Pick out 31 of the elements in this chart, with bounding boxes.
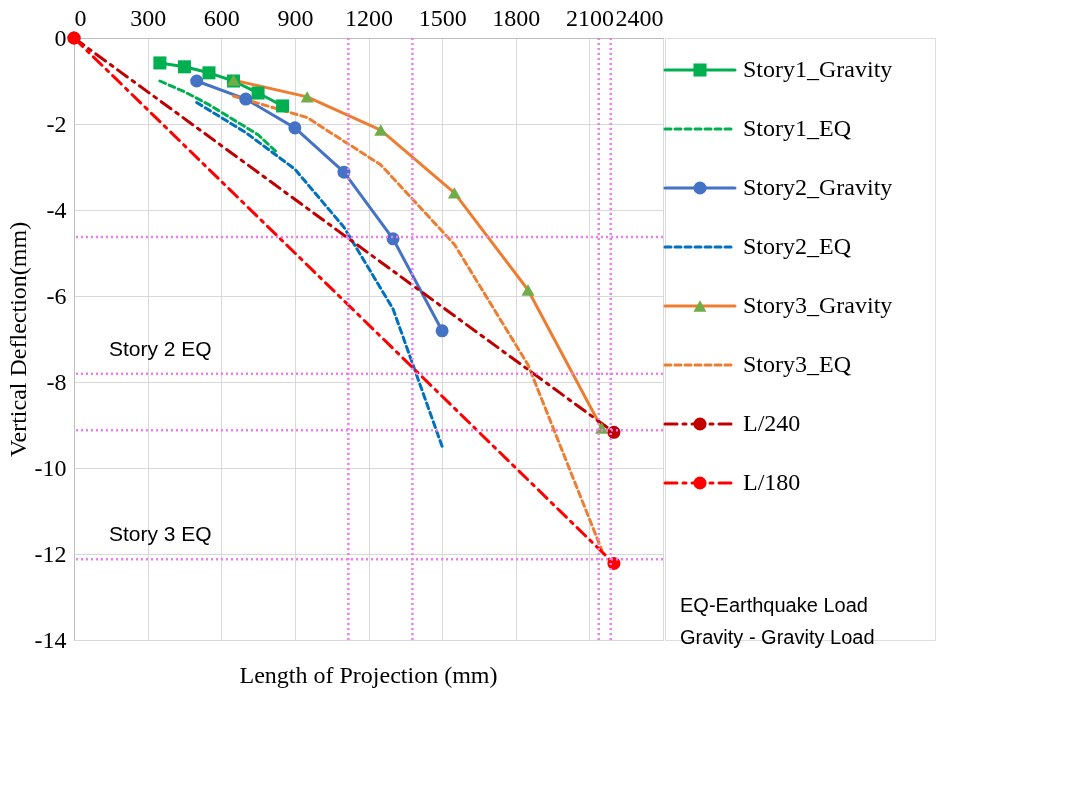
legend-label: Story2_Gravity [743, 174, 893, 200]
text: EQ-Earthquake Load [680, 594, 868, 616]
legend-label: Story1_Gravity [743, 56, 893, 82]
x-axis-title: Length of Projection (mm) [239, 662, 498, 688]
x-tick-label: 0 [74, 4, 87, 31]
ref-line-label: Story 2 EQ [109, 336, 212, 360]
legend-label: Story3_Gravity [743, 292, 893, 318]
x-tick-label: 2100 [565, 4, 614, 31]
y-tick-label: -6 [46, 282, 67, 309]
y-axis-title: Vertical Deflection(mm) [4, 221, 31, 458]
y-tick-label: -4 [46, 196, 67, 223]
ref-line-label: Story 3 EQ [109, 522, 212, 546]
legend-label: Story1_EQ [743, 115, 851, 141]
y-tick-label: -12 [34, 540, 67, 567]
y-tick-label: 0 [54, 24, 67, 51]
x-tick-label: 900 [277, 4, 314, 31]
y-tick-label: -10 [34, 454, 67, 481]
x-tick-label: 600 [203, 4, 240, 31]
y-tick-label: -8 [46, 368, 67, 395]
x-tick-label: 300 [130, 4, 167, 31]
y-tick-label: -14 [34, 626, 67, 653]
x-tick-label: 1500 [418, 4, 467, 31]
legend-label: L/180 [743, 469, 801, 495]
x-tick-label: 1200 [345, 4, 393, 31]
x-tick-label: 2400 [615, 4, 664, 31]
legend-label: Story3_EQ [743, 351, 851, 377]
x-tick-label: 1800 [492, 4, 541, 31]
text: Gravity - Gravity Load [680, 626, 875, 648]
legend-label: L/240 [743, 410, 801, 436]
legend-label: Story2_EQ [743, 233, 851, 259]
y-tick-label: -2 [46, 110, 67, 137]
